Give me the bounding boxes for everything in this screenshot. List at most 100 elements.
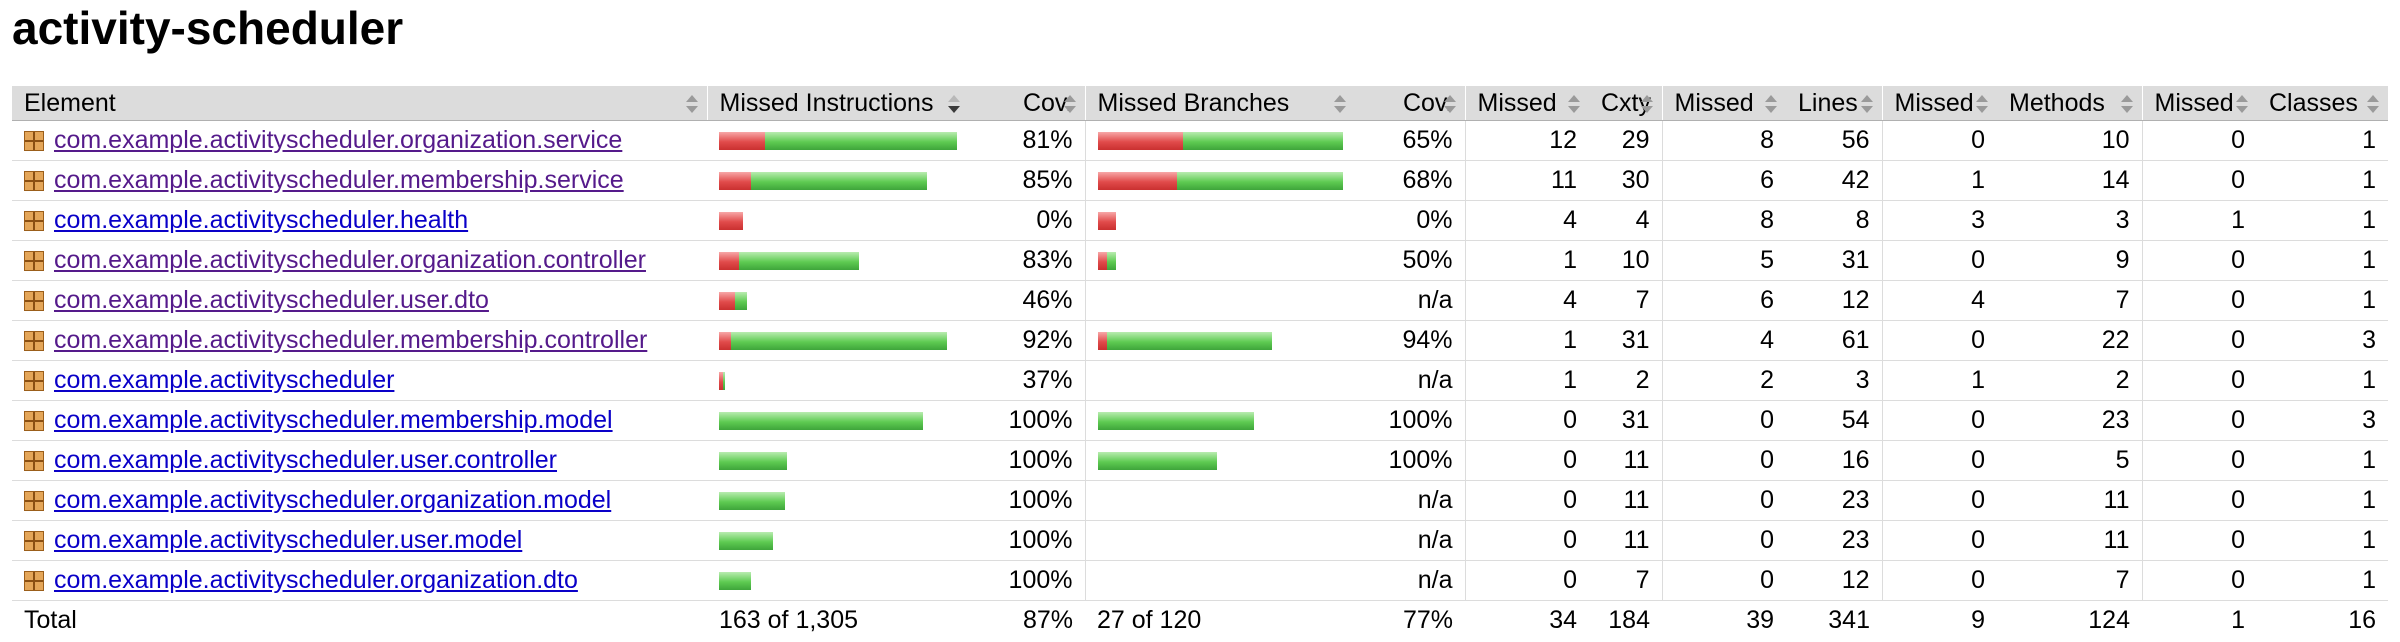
package-link[interactable]: com.example.activityscheduler.user.dto (54, 286, 489, 314)
header-missed-cxty[interactable]: Missed (1464, 86, 1589, 121)
covered-bar-segment (723, 371, 726, 390)
instructions-coverage: 100% (969, 440, 1085, 481)
package-link[interactable]: com.example.activityscheduler.membership… (54, 166, 624, 194)
header-element[interactable]: Element (12, 86, 707, 121)
package-link[interactable]: com.example.activityscheduler (54, 366, 395, 394)
missed-bar-segment (719, 211, 743, 230)
package-link[interactable]: com.example.activityscheduler.user.contr… (54, 446, 558, 474)
header-classes[interactable]: Classes (2257, 86, 2388, 121)
missed-bar-segment (1097, 251, 1107, 270)
m-methods-value: 3 (1881, 200, 1997, 241)
instructions-coverage-bar (719, 411, 957, 430)
element-cell: com.example.activityscheduler (12, 360, 707, 401)
package-link[interactable]: com.example.activityscheduler.membership… (54, 406, 613, 434)
covered-bar-segment (731, 331, 947, 350)
header-instructions-coverage[interactable]: Cov. (969, 86, 1085, 121)
package-icon (24, 171, 44, 191)
total-branches: 27 of 120 (1085, 600, 1355, 639)
methods-value: 7 (1997, 560, 2142, 601)
covered-bar-segment (1183, 131, 1343, 150)
covered-bar-segment (719, 451, 787, 470)
header-missed-branches[interactable]: Missed Branches (1084, 86, 1355, 121)
branches-coverage: 65% (1355, 120, 1465, 161)
package-link[interactable]: com.example.activityscheduler.organizati… (54, 126, 623, 154)
element-cell: com.example.activityscheduler.membership… (12, 320, 707, 361)
sort-arrows-icon (1443, 94, 1457, 114)
table-row: com.example.activityscheduler.health 0% 0%… (12, 200, 2388, 241)
branches-coverage-bar (1097, 171, 1343, 190)
package-link[interactable]: com.example.activityscheduler.membership… (54, 326, 648, 354)
header-methods[interactable]: Methods (1997, 86, 2142, 121)
instructions-coverage-bar (719, 571, 957, 590)
package-link[interactable]: com.example.activityscheduler.user.model (54, 526, 523, 554)
sort-arrows-icon (1567, 94, 1581, 114)
covered-bar-segment (1106, 251, 1116, 270)
covered-bar-segment (719, 411, 923, 430)
missed-bar-segment (719, 371, 723, 390)
m-cxty-value: 1 (1464, 360, 1589, 401)
element-cell: com.example.activityscheduler.organizati… (12, 120, 707, 161)
m-lines-value: 0 (1661, 520, 1786, 561)
m-classes-value: 0 (2141, 360, 2257, 401)
total-methods: 124 (1997, 600, 2142, 639)
m-methods-value: 4 (1881, 280, 1997, 321)
table-row: com.example.activityscheduler 37% n/a 1 2 2 3 1… (12, 360, 2388, 401)
package-link[interactable]: com.example.activityscheduler.organizati… (54, 246, 646, 274)
classes-value: 1 (2257, 200, 2388, 241)
package-icon (24, 451, 44, 471)
m-cxty-value: 0 (1464, 560, 1589, 601)
m-classes-value: 0 (2141, 160, 2257, 201)
branches-bar-cell (1084, 320, 1355, 361)
instructions-coverage: 100% (969, 560, 1085, 601)
header-missed-lines[interactable]: Missed (1661, 86, 1786, 121)
branches-bar-cell (1084, 440, 1355, 481)
covered-bar-segment (1097, 411, 1254, 430)
classes-value: 1 (2257, 360, 2388, 401)
cxty-value: 7 (1589, 560, 1662, 601)
branches-coverage: n/a (1355, 520, 1465, 561)
total-missed-methods: 9 (1882, 600, 1997, 639)
m-cxty-value: 11 (1464, 160, 1589, 201)
package-link[interactable]: com.example.activityscheduler.organizati… (54, 486, 612, 514)
instructions-coverage: 100% (969, 480, 1085, 521)
methods-value: 11 (1997, 480, 2142, 521)
lines-value: 56 (1786, 120, 1882, 161)
branches-coverage: 100% (1355, 440, 1465, 481)
instructions-coverage-bar (719, 251, 957, 270)
header-missed-classes[interactable]: Missed (2141, 86, 2257, 121)
package-link[interactable]: com.example.activityscheduler.organizati… (54, 566, 578, 594)
package-link[interactable]: com.example.activityscheduler.health (54, 206, 469, 234)
header-cxty[interactable]: Cxty (1589, 86, 1662, 121)
branches-bar-cell (1084, 560, 1355, 601)
covered-bar-segment (1106, 331, 1273, 350)
table-row: com.example.activityscheduler.user.contr… (12, 440, 2388, 481)
instructions-coverage-bar (719, 211, 957, 230)
instructions-bar-cell (707, 560, 969, 601)
branches-bar-cell (1084, 280, 1355, 321)
classes-value: 1 (2257, 280, 2388, 321)
m-methods-value: 0 (1881, 400, 1997, 441)
header-missed-methods[interactable]: Missed (1881, 86, 1997, 121)
header-branches-coverage[interactable]: Cov. (1355, 86, 1465, 121)
methods-value: 14 (1997, 160, 2142, 201)
sort-arrows-icon (685, 94, 699, 114)
m-classes-value: 0 (2141, 280, 2257, 321)
header-lines[interactable]: Lines (1786, 86, 1882, 121)
methods-value: 22 (1997, 320, 2142, 361)
element-cell: com.example.activityscheduler.membership… (12, 160, 707, 201)
m-classes-value: 0 (2141, 240, 2257, 281)
branches-coverage-bar (1098, 532, 1344, 550)
header-missed-instructions[interactable]: Missed Instructions (706, 86, 969, 121)
m-classes-value: 0 (2141, 560, 2257, 601)
branches-bar-cell (1084, 360, 1355, 401)
m-lines-value: 0 (1661, 400, 1786, 441)
classes-value: 3 (2257, 320, 2388, 361)
total-instructions: 163 of 1,305 (707, 600, 969, 639)
element-cell: com.example.activityscheduler.user.contr… (12, 440, 707, 481)
missed-bar-segment (719, 291, 735, 310)
lines-value: 42 (1786, 160, 1882, 201)
m-lines-value: 0 (1661, 440, 1786, 481)
m-methods-value: 1 (1881, 160, 1997, 201)
covered-bar-segment (719, 571, 751, 590)
total-missed-cxty: 34 (1465, 600, 1589, 639)
